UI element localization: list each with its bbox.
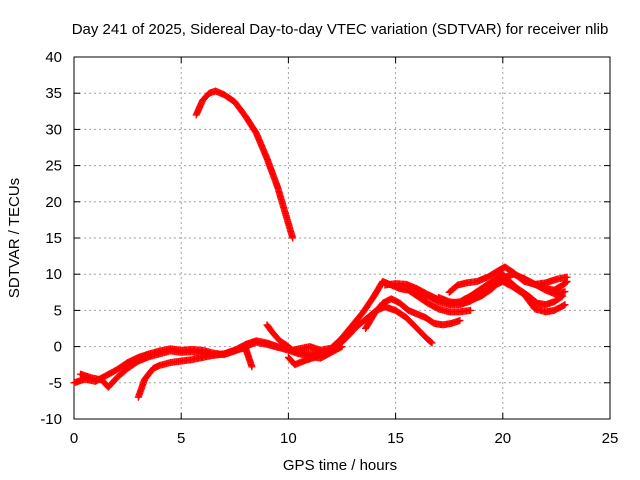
series-arc-12 <box>520 275 571 294</box>
data-point <box>560 301 568 309</box>
data-point <box>428 339 436 347</box>
y-tick-label: -5 <box>49 375 62 392</box>
chart-title: Day 241 of 2025, Sidereal Day-to-day VTE… <box>72 21 609 38</box>
data-point <box>563 277 571 285</box>
y-tick-label: -10 <box>40 411 62 428</box>
y-tick-label: 35 <box>45 85 62 102</box>
series-arc-3 <box>192 87 297 242</box>
x-axis-label: GPS time / hours <box>283 457 397 474</box>
y-tick-label: 0 <box>54 339 62 356</box>
x-tick-label: 5 <box>177 430 185 447</box>
axis-ticks: 0 5 10 15 20 25 -10 -5 0 5 10 15 20 25 30 35 40 <box>40 49 618 447</box>
x-tick-label: 15 <box>387 430 404 447</box>
x-tick-label: 20 <box>494 430 511 447</box>
y-tick-label: 5 <box>54 302 62 319</box>
y-tick-label: 10 <box>45 266 62 283</box>
x-tick-label: 25 <box>602 430 619 447</box>
data-point <box>561 301 569 309</box>
y-axis-label: SDTVAR / TECUs <box>6 178 23 298</box>
data-point <box>248 363 256 371</box>
y-tick-label: 25 <box>45 158 62 175</box>
y-tick-label: 15 <box>45 230 62 247</box>
x-tick-label: 0 <box>70 430 78 447</box>
data-point <box>562 278 570 286</box>
y-tick-label: 20 <box>45 194 62 211</box>
data-points <box>70 87 571 401</box>
series-arc-4 <box>134 344 256 401</box>
x-tick-label: 10 <box>280 430 297 447</box>
series-arc-7 <box>362 295 464 332</box>
y-tick-label: 30 <box>45 121 62 138</box>
data-point <box>427 338 435 346</box>
y-tick-label: 40 <box>45 49 62 66</box>
data-point <box>467 306 475 314</box>
data-point <box>456 317 464 325</box>
data-point <box>561 288 569 296</box>
data-point <box>289 234 297 242</box>
